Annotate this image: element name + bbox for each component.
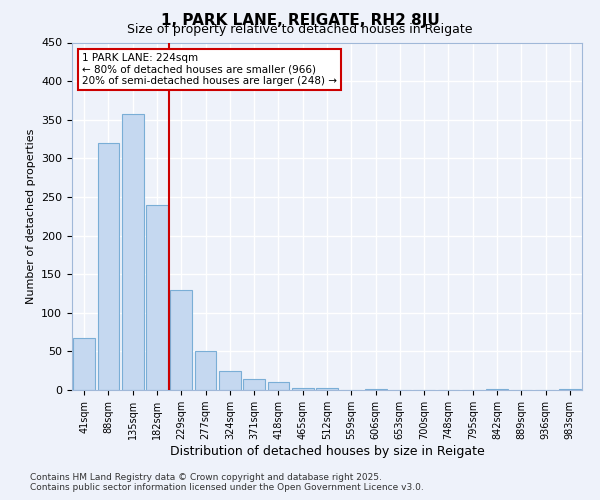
Text: Contains HM Land Registry data © Crown copyright and database right 2025.
Contai: Contains HM Land Registry data © Crown c…: [30, 473, 424, 492]
Bar: [268, 382, 289, 390]
Bar: [146, 204, 168, 390]
Bar: [292, 388, 314, 390]
Bar: [73, 338, 95, 390]
Bar: [170, 290, 192, 390]
Bar: [194, 352, 217, 390]
Bar: [316, 388, 338, 390]
Bar: [97, 143, 119, 390]
Bar: [559, 389, 581, 390]
Y-axis label: Number of detached properties: Number of detached properties: [26, 128, 35, 304]
Text: 1 PARK LANE: 224sqm
← 80% of detached houses are smaller (966)
20% of semi-detac: 1 PARK LANE: 224sqm ← 80% of detached ho…: [82, 53, 337, 86]
Bar: [365, 389, 386, 390]
Bar: [243, 379, 265, 390]
Bar: [219, 370, 241, 390]
Bar: [122, 114, 143, 390]
Text: Size of property relative to detached houses in Reigate: Size of property relative to detached ho…: [127, 22, 473, 36]
X-axis label: Distribution of detached houses by size in Reigate: Distribution of detached houses by size …: [170, 445, 484, 458]
Text: 1, PARK LANE, REIGATE, RH2 8JU: 1, PARK LANE, REIGATE, RH2 8JU: [161, 12, 439, 28]
Bar: [486, 389, 508, 390]
